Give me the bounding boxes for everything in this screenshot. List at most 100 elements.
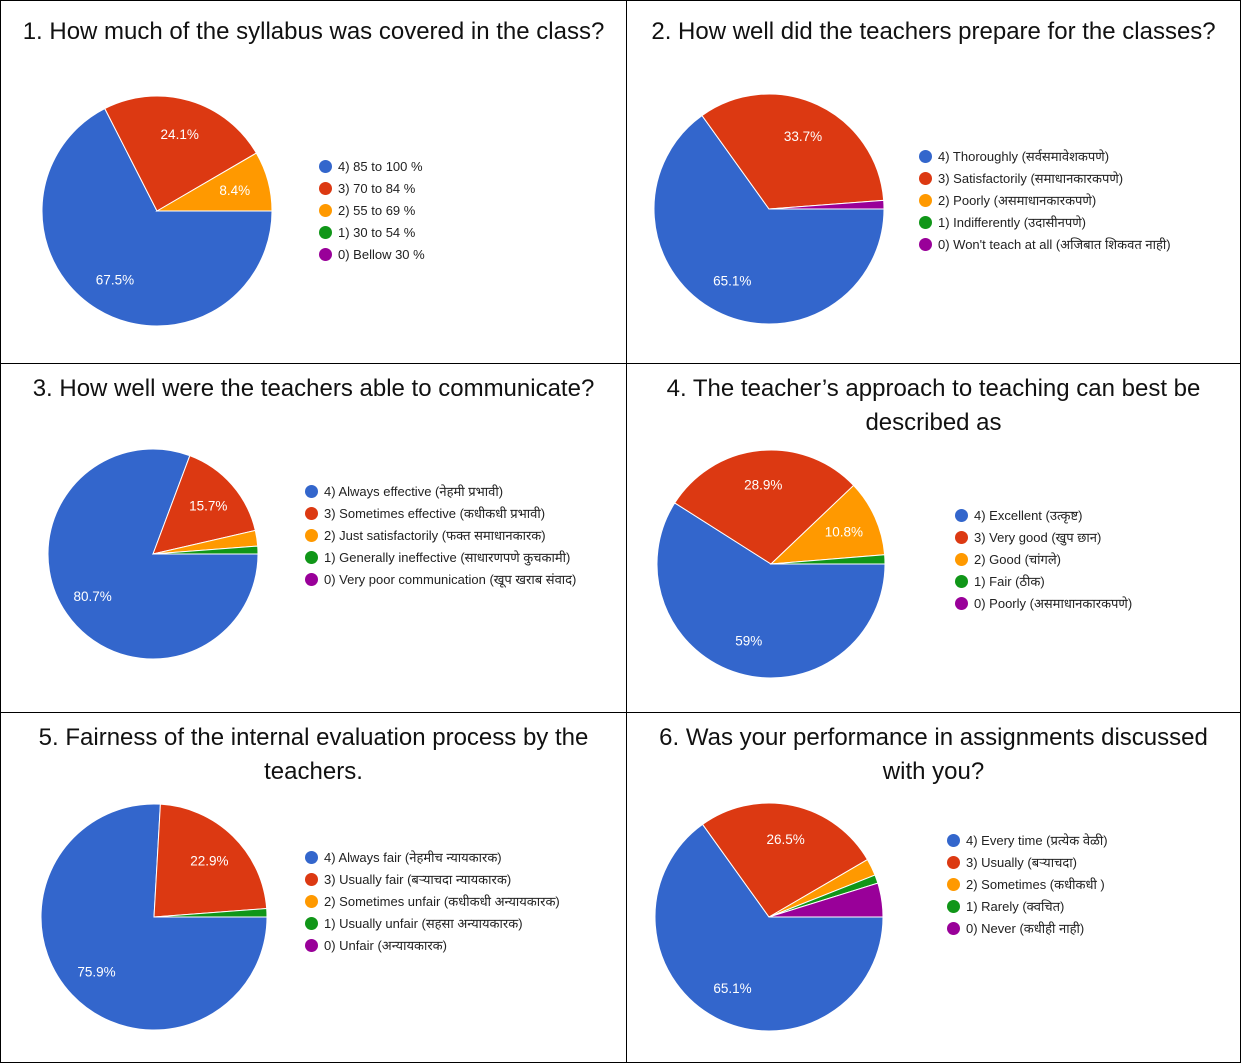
legend-label: 1) 30 to 54 % bbox=[338, 225, 416, 240]
legend-label: 1) Indifferently (उदासीनपणे) bbox=[938, 215, 1086, 230]
pie-slice-4 bbox=[768, 882, 884, 918]
legend-item: 2) Just satisfactorily (फक्त समाधानकारक) bbox=[305, 528, 595, 544]
pie-slice-1 bbox=[152, 455, 256, 555]
pie-chart: 75.9% 22.9% bbox=[40, 803, 268, 1031]
chart-panel-1: 1. How much of the syllabus was covered … bbox=[0, 0, 627, 364]
legend-label: 0) Unfair (अन्यायकारक) bbox=[324, 938, 447, 953]
legend-label: 4) Always fair (नेहमीच न्यायकारक) bbox=[324, 850, 502, 865]
legend-swatch bbox=[947, 856, 960, 869]
legend-swatch bbox=[947, 834, 960, 847]
legend-item: 1) Usually unfair (सहसा अन्यायकारक) bbox=[305, 916, 605, 932]
legend-label: 1) Generally ineffective (साधारणपणे कुचक… bbox=[324, 550, 571, 565]
pie-chart: 65.1% 33.7% bbox=[653, 93, 885, 325]
chart-legend: 4) Thoroughly (सर्वसमावेशकपणे) 3) Satisfa… bbox=[919, 149, 1219, 259]
legend-item: 1) Rarely (क्वचित) bbox=[947, 899, 1227, 915]
pie-data-label: 65.1% bbox=[713, 274, 751, 289]
pie-data-label: 26.5% bbox=[767, 832, 805, 847]
legend-item: 4) Always fair (नेहमीच न्यायकारक) bbox=[305, 850, 605, 866]
legend-item: 2) Sometimes unfair (कधीकधी अन्यायकारक) bbox=[305, 894, 605, 910]
legend-label: 4) 85 to 100 % bbox=[338, 159, 423, 174]
pie-data-label: 28.9% bbox=[744, 478, 782, 493]
chart-panel-2: 2. How well did the teachers prepare for… bbox=[626, 0, 1241, 364]
legend-item: 4) Always effective (नेहमी प्रभावी) bbox=[305, 484, 595, 500]
chart-legend: 4) 85 to 100 % 3) 70 to 84 % 2) 55 to 69 %… bbox=[319, 159, 599, 269]
legend-label: 3) Very good (खुप छान) bbox=[974, 530, 1102, 545]
legend-swatch bbox=[305, 895, 318, 908]
legend-swatch bbox=[305, 873, 318, 886]
legend-label: 2) 55 to 69 % bbox=[338, 203, 416, 218]
legend-label: 0) Won't teach at all (अजिबात शिकवत नाही… bbox=[938, 237, 1171, 252]
chart-panel-4: 4. The teacher’s approach to teaching ca… bbox=[626, 363, 1241, 713]
chart-panel-5: 5. Fairness of the internal evaluation p… bbox=[0, 712, 627, 1063]
legend-item: 3) Satisfactorily (समाधानकारकपणे) bbox=[919, 171, 1219, 187]
pie-slice-2 bbox=[769, 484, 886, 565]
chart-legend: 4) Always effective (नेहमी प्रभावी) 3) So… bbox=[305, 484, 595, 594]
pie-slice-1 bbox=[153, 803, 268, 918]
legend-swatch bbox=[319, 160, 332, 173]
legend-label: 2) Sometimes (कधीकधी ) bbox=[966, 877, 1105, 892]
legend-label: 4) Excellent (उत्कृष्ट) bbox=[974, 508, 1083, 523]
pie-chart: 59% 28.9% 10.8% bbox=[656, 449, 886, 679]
pie-chart: 67.5% 24.1% 8.4% bbox=[41, 95, 273, 327]
legend-item: 2) Sometimes (कधीकधी ) bbox=[947, 877, 1227, 893]
pie-data-label: 15.7% bbox=[189, 499, 227, 514]
chart-title: 6. Was your performance in assignments d… bbox=[659, 724, 1208, 785]
legend-label: 0) Very poor communication (खूप खराब संव… bbox=[324, 572, 577, 587]
legend-label: 4) Thoroughly (सर्वसमावेशकपणे) bbox=[938, 149, 1110, 164]
chart-legend: 4) Excellent (उत्कृष्ट) 3) Very good (खुप… bbox=[955, 508, 1235, 618]
pie-data-label: 33.7% bbox=[784, 129, 822, 144]
legend-item: 1) Indifferently (उदासीनपणे) bbox=[919, 215, 1219, 231]
pie-slice-3 bbox=[152, 545, 259, 555]
legend-swatch bbox=[919, 238, 932, 251]
legend-swatch bbox=[955, 575, 968, 588]
legend-item: 0) Won't teach at all (अजिबात शिकवत नाही… bbox=[919, 237, 1219, 253]
legend-label: 4) Always effective (नेहमी प्रभावी) bbox=[324, 484, 504, 499]
pie-slice-4 bbox=[768, 199, 885, 210]
legend-item: 0) Never (कधीही नाही) bbox=[947, 921, 1227, 937]
pie-chart: 80.7% 15.7% bbox=[47, 448, 259, 660]
pie-data-label: 59% bbox=[735, 634, 762, 649]
legend-label: 0) Never (कधीही नाही) bbox=[966, 921, 1085, 936]
legend-swatch bbox=[919, 194, 932, 207]
legend-item: 2) Good (चांगले) bbox=[955, 552, 1235, 568]
legend-label: 4) Every time (प्रत्येक वेळी) bbox=[966, 833, 1108, 848]
legend-swatch bbox=[919, 150, 932, 163]
chart-legend: 4) Always fair (नेहमीच न्यायकारक) 3) Usua… bbox=[305, 850, 605, 960]
legend-label: 1) Rarely (क्वचित) bbox=[966, 899, 1065, 914]
legend-item: 4) 85 to 100 % bbox=[319, 159, 599, 175]
legend-item: 4) Thoroughly (सर्वसमावेशकपणे) bbox=[919, 149, 1219, 165]
legend-swatch bbox=[319, 182, 332, 195]
legend-label: 1) Fair (ठीक) bbox=[974, 574, 1045, 589]
legend-label: 2) Poorly (असमाधानकारकपणे) bbox=[938, 193, 1097, 208]
legend-swatch bbox=[947, 900, 960, 913]
legend-label: 2) Sometimes unfair (कधीकधी अन्यायकारक) bbox=[324, 894, 560, 909]
legend-swatch bbox=[305, 573, 318, 586]
chart-title: 2. How well did the teachers prepare for… bbox=[651, 18, 1216, 45]
pie-slice-0 bbox=[654, 823, 884, 1032]
legend-item: 3) 70 to 84 % bbox=[319, 181, 599, 197]
legend-item: 1) Generally ineffective (साधारणपणे कुचक… bbox=[305, 550, 595, 566]
legend-label: 3) Usually fair (बऱ्याचदा न्यायकारक) bbox=[324, 872, 512, 887]
pie-data-label: 24.1% bbox=[161, 127, 199, 142]
pie-slice-3 bbox=[153, 907, 268, 918]
pie-slice-0 bbox=[653, 114, 885, 325]
legend-swatch bbox=[305, 917, 318, 930]
legend-item: 1) Fair (ठीक) bbox=[955, 574, 1235, 590]
pie-data-label: 75.9% bbox=[77, 964, 115, 979]
pie-slice-1 bbox=[701, 802, 869, 918]
pie-slice-1 bbox=[104, 95, 258, 212]
legend-item: 4) Excellent (उत्कृष्ट) bbox=[955, 508, 1235, 524]
pie-data-label: 10.8% bbox=[825, 524, 863, 539]
legend-item: 0) Bellow 30 % bbox=[319, 247, 599, 263]
pie-slice-2 bbox=[155, 152, 273, 212]
legend-swatch bbox=[319, 226, 332, 239]
chart-legend: 4) Every time (प्रत्येक वेळी) 3) Usually … bbox=[947, 833, 1227, 943]
legend-item: 0) Very poor communication (खूप खराब संव… bbox=[305, 572, 595, 588]
legend-label: 0) Bellow 30 % bbox=[338, 247, 425, 262]
pie-data-label: 8.4% bbox=[219, 183, 250, 198]
legend-swatch bbox=[919, 216, 932, 229]
chart-panel-6: 6. Was your performance in assignments d… bbox=[626, 712, 1241, 1063]
legend-swatch bbox=[319, 248, 332, 261]
pie-data-label: 67.5% bbox=[96, 273, 134, 288]
